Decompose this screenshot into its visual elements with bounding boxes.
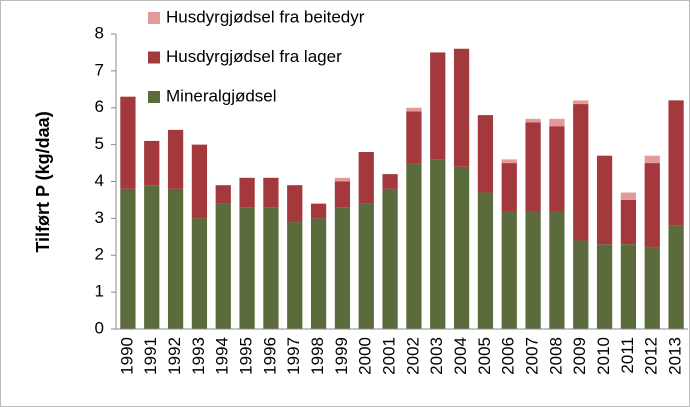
bar-segment <box>596 244 613 329</box>
bar-segment <box>191 144 208 219</box>
bar-segment <box>334 207 351 329</box>
x-tick-label: 2013 <box>666 337 685 375</box>
bar-segment <box>525 122 541 211</box>
bar-segment <box>501 163 517 211</box>
bar-segment <box>120 96 136 189</box>
bar-segment <box>430 159 446 329</box>
legend-label: Husdyrgjødsel fra beitedyr <box>166 7 365 26</box>
bar-segment <box>477 115 494 193</box>
bar-segment <box>668 225 684 329</box>
bar-segment <box>620 244 637 329</box>
y-tick-label: 0 <box>95 318 104 337</box>
bar-segment <box>525 211 541 329</box>
bar-segment <box>239 177 255 208</box>
legend-label: Husdyrgjødsel fra lager <box>166 47 342 66</box>
x-tick-label: 2011 <box>618 337 637 374</box>
y-tick-label: 8 <box>95 23 104 42</box>
x-tick-label: 1997 <box>284 337 303 375</box>
bar-segment <box>215 185 231 204</box>
x-tick-label: 2006 <box>499 337 518 375</box>
bar-segment <box>596 155 613 245</box>
bar-segment <box>406 107 422 112</box>
bar-segment <box>358 152 374 204</box>
x-tick-label: 1995 <box>237 337 256 375</box>
y-tick-label: 3 <box>95 208 104 227</box>
bar-segment <box>644 163 660 248</box>
x-tick-label: 2004 <box>451 337 470 375</box>
x-tick-label: 1992 <box>165 337 184 375</box>
x-tick-label: 1990 <box>117 337 136 375</box>
bar-segment <box>167 188 184 329</box>
bar-segment <box>382 174 398 189</box>
bar-segment <box>501 159 517 164</box>
bar-segment <box>144 140 160 186</box>
bar-segment <box>334 181 351 208</box>
y-tick-label: 7 <box>95 60 104 79</box>
y-axis-label: Tilført P (kg/daa) <box>33 111 53 252</box>
bar-segment <box>644 247 660 329</box>
x-tick-label: 2010 <box>594 337 613 375</box>
bar-segment <box>430 52 446 160</box>
x-tick-label: 2002 <box>403 337 422 375</box>
x-tick-label: 1994 <box>213 337 232 375</box>
bar-segment <box>620 192 637 200</box>
x-tick-label: 2003 <box>427 337 446 375</box>
bar-segment <box>501 211 517 329</box>
bar-segment <box>453 48 470 167</box>
bar-segment <box>215 203 231 329</box>
y-tick-label: 4 <box>95 171 104 190</box>
bar-segment <box>287 222 303 329</box>
bar-segment <box>644 155 660 164</box>
legend-label: Mineralgjødsel <box>166 86 277 105</box>
legend-swatch <box>148 12 160 24</box>
bar-segment <box>573 104 589 241</box>
bar-segment <box>263 207 279 329</box>
y-tick-label: 5 <box>95 134 104 153</box>
legend-swatch <box>148 91 160 103</box>
bar-segment <box>239 207 255 329</box>
x-tick-label: 2007 <box>523 337 542 375</box>
bar-segment <box>525 118 541 123</box>
y-tick-label: 2 <box>95 245 104 264</box>
bar-segment <box>287 185 303 223</box>
bar-segment <box>668 100 684 226</box>
bar-segment <box>549 126 565 211</box>
x-tick-label: 2001 <box>380 337 399 375</box>
bar-segment <box>382 188 398 329</box>
bar-segment <box>358 203 374 329</box>
bar-segment <box>334 177 351 182</box>
bar-segment <box>120 188 136 329</box>
y-tick-label: 1 <box>95 282 104 301</box>
x-tick-label: 2008 <box>546 337 565 375</box>
bar-segment <box>573 100 589 105</box>
y-tick-label: 6 <box>95 97 104 116</box>
x-tick-label: 1991 <box>141 337 160 375</box>
bar-segment <box>191 218 208 329</box>
bar-segment <box>549 118 565 127</box>
bar-segment <box>477 192 494 329</box>
bar-segment <box>144 185 160 329</box>
legend-swatch <box>148 51 160 64</box>
bar-segment <box>453 166 470 329</box>
bar-segment <box>549 211 565 329</box>
x-tick-label: 2000 <box>356 337 375 375</box>
x-tick-label: 2009 <box>570 337 589 375</box>
bar-segment <box>263 177 279 208</box>
bar-segment <box>620 199 637 245</box>
bar-segment <box>406 163 422 329</box>
x-tick-label: 1998 <box>308 337 327 375</box>
bar-segment <box>310 203 327 219</box>
x-tick-label: 1996 <box>260 337 279 375</box>
x-tick-label: 1993 <box>189 337 208 375</box>
x-tick-label: 2005 <box>475 337 494 375</box>
bar-segment <box>573 240 589 329</box>
x-tick-label: 1999 <box>332 337 351 375</box>
bar-segment <box>406 111 422 164</box>
bar-segment <box>310 218 327 329</box>
bar-segment <box>167 129 184 189</box>
x-tick-label: 2012 <box>642 337 661 375</box>
